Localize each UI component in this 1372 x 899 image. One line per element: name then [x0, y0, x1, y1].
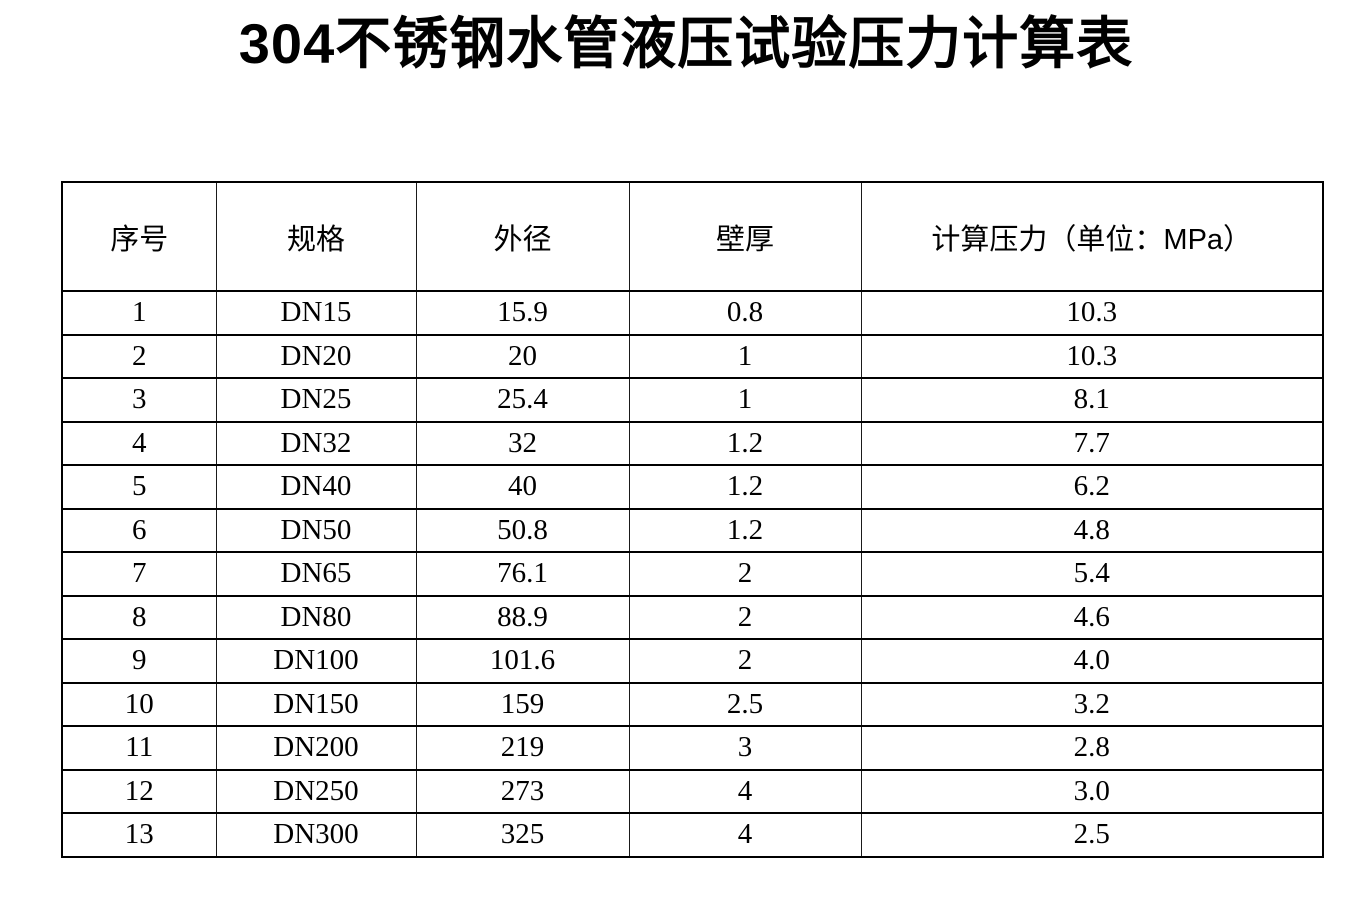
table-cell: 219	[415, 725, 630, 771]
pressure-table: 序号 规格 外径 壁厚 计算压力（单位：MPa） 1 DN15 15.9 0.8 10.…	[61, 181, 1324, 858]
table-cell: DN40	[215, 464, 417, 510]
table-cell: 3	[61, 377, 217, 423]
table-cell: 10	[61, 681, 217, 727]
table-row: 8 DN80 88.9 2 4.6	[61, 594, 1324, 640]
table-cell: 7.7	[860, 420, 1324, 466]
table-cell: DN150	[215, 681, 417, 727]
table-cell: 159	[415, 681, 630, 727]
table-cell: 32	[415, 420, 630, 466]
table-cell: 50.8	[415, 507, 630, 553]
table-cell: 13	[61, 812, 217, 858]
table-cell: 10.3	[860, 333, 1324, 379]
table-cell: 8.1	[860, 377, 1324, 423]
table-cell: DN20	[215, 333, 417, 379]
table-row: 4 DN32 32 1.2 7.7	[61, 420, 1324, 466]
table-header-row: 序号 规格 外径 壁厚 计算压力（单位：MPa）	[61, 181, 1324, 292]
table-cell: 8	[61, 594, 217, 640]
table-cell: 2.8	[860, 725, 1324, 771]
table-cell: 9	[61, 638, 217, 684]
table-cell: 5	[61, 464, 217, 510]
table-cell: 4	[61, 420, 217, 466]
table-cell: 325	[415, 812, 630, 858]
table-cell: 12	[61, 768, 217, 814]
table-cell: 2	[628, 551, 862, 597]
table-cell: DN80	[215, 594, 417, 640]
table-cell: DN100	[215, 638, 417, 684]
table-cell: 4.0	[860, 638, 1324, 684]
table-cell: 2	[61, 333, 217, 379]
table-cell: DN15	[215, 290, 417, 336]
table-cell: 1	[61, 290, 217, 336]
column-header-specification: 规格	[215, 181, 417, 292]
table-cell: 0.8	[628, 290, 862, 336]
table-cell: DN65	[215, 551, 417, 597]
table-cell: 4	[628, 812, 862, 858]
table-cell: 2.5	[860, 812, 1324, 858]
table-cell: 11	[61, 725, 217, 771]
table-row: 12 DN250 273 4 3.0	[61, 768, 1324, 814]
column-header-calc-pressure: 计算压力（单位：MPa）	[860, 181, 1324, 292]
table-cell: 3.2	[860, 681, 1324, 727]
table-cell: 4	[628, 768, 862, 814]
table-row: 6 DN50 50.8 1.2 4.8	[61, 507, 1324, 553]
table-cell: DN25	[215, 377, 417, 423]
table-row: 11 DN200 219 3 2.8	[61, 725, 1324, 771]
table-row: 3 DN25 25.4 1 8.1	[61, 377, 1324, 423]
table-cell: DN32	[215, 420, 417, 466]
table-cell: 6	[61, 507, 217, 553]
table-cell: 3.0	[860, 768, 1324, 814]
table-cell: 6.2	[860, 464, 1324, 510]
table-cell: 1	[628, 333, 862, 379]
table-row: 1 DN15 15.9 0.8 10.3	[61, 290, 1324, 336]
table-cell: 4.8	[860, 507, 1324, 553]
table-cell: DN50	[215, 507, 417, 553]
table-row: 5 DN40 40 1.2 6.2	[61, 464, 1324, 510]
table-cell: 15.9	[415, 290, 630, 336]
table-cell: 7	[61, 551, 217, 597]
table-cell: 4.6	[860, 594, 1324, 640]
table-cell: 3	[628, 725, 862, 771]
column-header-outer-diameter: 外径	[415, 181, 630, 292]
table-cell: 101.6	[415, 638, 630, 684]
table-row: 9 DN100 101.6 2 4.0	[61, 638, 1324, 684]
table-cell: 273	[415, 768, 630, 814]
table-cell: 2.5	[628, 681, 862, 727]
table-row: 2 DN20 20 1 10.3	[61, 333, 1324, 379]
column-header-serial: 序号	[61, 181, 217, 292]
table-header: 序号 规格 外径 壁厚 计算压力（单位：MPa）	[61, 181, 1324, 292]
table-row: 13 DN300 325 4 2.5	[61, 812, 1324, 858]
table-body: 1 DN15 15.9 0.8 10.3 2 DN20 20 1 10.3 3 DN25 25.4 1 8.…	[61, 290, 1324, 858]
table-cell: 1.2	[628, 464, 862, 510]
column-header-wall-thickness: 壁厚	[628, 181, 862, 292]
page-title: 304不锈钢水管液压试验压力计算表	[238, 12, 1134, 75]
table-row: 10 DN150 159 2.5 3.2	[61, 681, 1324, 727]
table-row: 7 DN65 76.1 2 5.4	[61, 551, 1324, 597]
table-cell: 88.9	[415, 594, 630, 640]
table-cell: 10.3	[860, 290, 1324, 336]
table-cell: DN300	[215, 812, 417, 858]
table-cell: 2	[628, 638, 862, 684]
table-cell: 1.2	[628, 507, 862, 553]
table-cell: 25.4	[415, 377, 630, 423]
table-cell: 5.4	[860, 551, 1324, 597]
table-cell: DN200	[215, 725, 417, 771]
table-cell: 1.2	[628, 420, 862, 466]
table-cell: DN250	[215, 768, 417, 814]
table-cell: 2	[628, 594, 862, 640]
table-cell: 76.1	[415, 551, 630, 597]
table-cell: 1	[628, 377, 862, 423]
table-cell: 20	[415, 333, 630, 379]
table-cell: 40	[415, 464, 630, 510]
